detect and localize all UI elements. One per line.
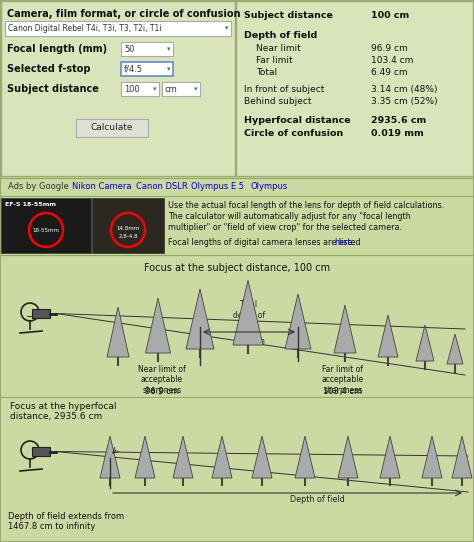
Polygon shape (295, 436, 315, 478)
Text: Focal length (mm): Focal length (mm) (7, 44, 107, 54)
FancyBboxPatch shape (1, 398, 473, 540)
Text: Depth of field: Depth of field (244, 31, 317, 40)
Polygon shape (212, 436, 232, 478)
Polygon shape (135, 436, 155, 478)
Polygon shape (447, 334, 463, 364)
Polygon shape (107, 307, 129, 357)
Text: 6.49 cm: 6.49 cm (234, 337, 264, 346)
FancyBboxPatch shape (121, 62, 173, 76)
Polygon shape (173, 436, 193, 478)
Polygon shape (422, 436, 442, 478)
Text: 96.9 cm: 96.9 cm (371, 44, 408, 53)
Text: 3.35 cm (52%): 3.35 cm (52%) (371, 97, 438, 106)
Text: Camera, film format, or circle of confusion: Camera, film format, or circle of confus… (7, 9, 240, 19)
FancyBboxPatch shape (162, 82, 200, 96)
Text: Canon DSLR: Canon DSLR (136, 182, 188, 191)
Polygon shape (100, 436, 120, 478)
Text: 0.019 mm: 0.019 mm (371, 129, 424, 138)
Polygon shape (338, 436, 358, 478)
Polygon shape (452, 436, 472, 478)
FancyBboxPatch shape (121, 42, 173, 56)
Text: 2.8-4.8: 2.8-4.8 (118, 234, 138, 238)
Text: 100: 100 (124, 85, 140, 94)
FancyBboxPatch shape (5, 21, 231, 36)
Polygon shape (186, 289, 214, 349)
Text: Selected f-stop: Selected f-stop (7, 64, 91, 74)
Text: Focal lengths of digital camera lenses are listed: Focal lengths of digital camera lenses a… (168, 238, 363, 247)
Text: Circle of confusion: Circle of confusion (244, 129, 343, 138)
Text: 18-55mm: 18-55mm (33, 228, 60, 233)
Polygon shape (285, 294, 311, 349)
FancyBboxPatch shape (76, 119, 148, 137)
Text: 6.49 cm: 6.49 cm (371, 68, 408, 77)
Text: Behind subject: Behind subject (244, 97, 311, 106)
Text: 3.14 cm (48%): 3.14 cm (48%) (371, 85, 438, 94)
Polygon shape (233, 280, 263, 345)
Text: Olympus: Olympus (250, 182, 288, 191)
Text: 103.4 cm: 103.4 cm (323, 387, 363, 396)
Text: Depth of field: Depth of field (290, 495, 345, 504)
Text: Focus at the subject distance, 100 cm: Focus at the subject distance, 100 cm (144, 263, 330, 273)
Polygon shape (378, 315, 398, 357)
Text: Far limit: Far limit (256, 56, 292, 65)
FancyBboxPatch shape (121, 82, 159, 96)
Text: Hyperfocal distance: Hyperfocal distance (244, 116, 351, 125)
Text: ▾: ▾ (194, 86, 198, 92)
Text: EF-S 18-55mm: EF-S 18-55mm (5, 202, 56, 207)
Text: Subject distance: Subject distance (7, 84, 99, 94)
Text: Subject distance: Subject distance (244, 11, 333, 20)
Text: Total: Total (256, 68, 277, 77)
Text: ▾: ▾ (167, 46, 171, 52)
Text: 14.8mm: 14.8mm (117, 225, 140, 230)
Text: ▾: ▾ (167, 66, 171, 72)
Text: 100 cm: 100 cm (371, 11, 409, 20)
FancyBboxPatch shape (1, 257, 473, 397)
FancyBboxPatch shape (1, 198, 91, 253)
Text: In front of subject: In front of subject (244, 85, 324, 94)
FancyBboxPatch shape (92, 198, 164, 253)
Text: 2935.6 cm: 2935.6 cm (371, 116, 426, 125)
Text: Near limit of
acceptable
sharpness: Near limit of acceptable sharpness (138, 365, 186, 395)
Polygon shape (334, 305, 356, 353)
Text: Ads by Google: Ads by Google (8, 182, 69, 191)
Text: Calculate: Calculate (91, 124, 133, 132)
Text: Total
depth of
field: Total depth of field (233, 300, 265, 330)
Text: 103.4 cm: 103.4 cm (371, 56, 413, 65)
Text: Olympus E 5: Olympus E 5 (191, 182, 244, 191)
Text: Canon Digital Rebel T4i, T3i, T3, T2i, T1i: Canon Digital Rebel T4i, T3i, T3, T2i, T… (8, 24, 162, 33)
FancyBboxPatch shape (1, 1, 235, 176)
Text: 96.9 cm: 96.9 cm (145, 387, 179, 396)
Polygon shape (146, 298, 171, 353)
Text: here.: here. (334, 238, 355, 247)
Text: Focus at the hyperfocal
distance, 2935.6 cm: Focus at the hyperfocal distance, 2935.6… (10, 402, 117, 421)
Text: Nikon Camera: Nikon Camera (72, 182, 131, 191)
Text: ▾: ▾ (225, 25, 229, 31)
Text: cm: cm (165, 85, 178, 94)
Text: multiplier" or "field of view crop" for the selected camera.: multiplier" or "field of view crop" for … (168, 223, 402, 232)
Text: Far limit of
acceptable
sharpness: Far limit of acceptable sharpness (322, 365, 364, 395)
Polygon shape (380, 436, 400, 478)
FancyBboxPatch shape (32, 309, 50, 318)
Text: 50: 50 (124, 44, 135, 54)
Text: Depth of field extends from
1467.8 cm to infinity: Depth of field extends from 1467.8 cm to… (8, 512, 124, 531)
Text: Use the actual focal length of the lens for depth of field calculations.: Use the actual focal length of the lens … (168, 201, 444, 210)
Text: ▾: ▾ (153, 86, 157, 92)
Polygon shape (252, 436, 272, 478)
FancyBboxPatch shape (32, 447, 50, 456)
Text: Near limit: Near limit (256, 44, 301, 53)
Polygon shape (416, 325, 434, 361)
Text: The calculator will automatically adjust for any "focal length: The calculator will automatically adjust… (168, 212, 410, 221)
Text: f/4.5: f/4.5 (124, 64, 143, 74)
FancyBboxPatch shape (236, 1, 473, 176)
